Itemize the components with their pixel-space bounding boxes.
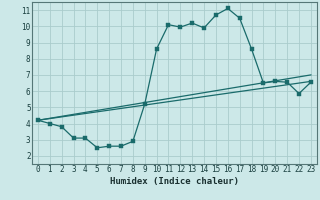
- X-axis label: Humidex (Indice chaleur): Humidex (Indice chaleur): [110, 177, 239, 186]
